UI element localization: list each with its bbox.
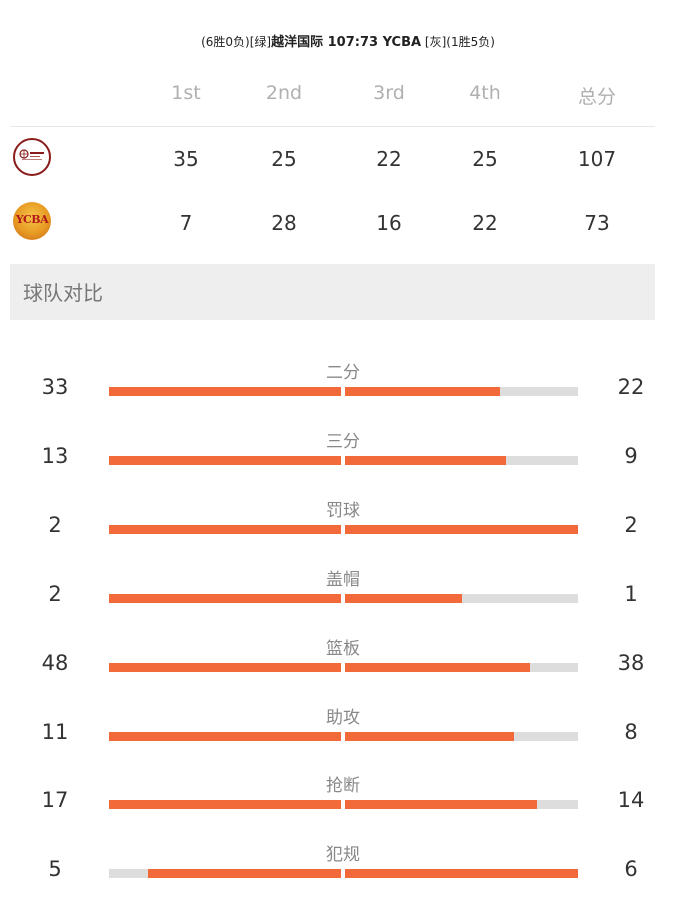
game-header: (6胜0负)[绿]越洋国际 107:73 YCBA [灰](1胜5负) (0, 31, 696, 50)
away-stat-bar (345, 594, 578, 603)
team-compare-section-header: 球队对比 (10, 264, 655, 320)
away-stat-bar-fill (345, 525, 578, 534)
home-stat-value: 17 (41, 788, 69, 812)
home-stat-value: 2 (48, 582, 62, 606)
home-stat-value: 13 (41, 444, 69, 468)
score-row-away: YCBA 7 28 16 22 73 (10, 191, 655, 255)
away-q1-score: 7 (179, 211, 193, 235)
away-stat-value: 2 (624, 513, 638, 537)
away-stat-bar-fill (345, 800, 537, 809)
home-stat-value: 33 (41, 375, 69, 399)
home-stat-value: 11 (41, 720, 69, 744)
stat-row-assists: 助攻 11 8 (0, 703, 696, 772)
home-q4-score: 25 (472, 147, 498, 171)
away-team-logo: YCBA (13, 202, 51, 240)
home-stat-bar (109, 387, 341, 396)
away-stat-value: 1 (624, 582, 638, 606)
away-stat-bar (345, 869, 578, 878)
away-stat-bar (345, 456, 578, 465)
away-stat-bar (345, 732, 578, 741)
home-stat-bar (109, 594, 341, 603)
stat-label: 罚球 (326, 501, 360, 521)
home-stat-value: 48 (41, 651, 69, 675)
home-q2-score: 25 (271, 147, 297, 171)
away-stat-value: 6 (624, 857, 638, 881)
away-stat-bar-fill (345, 387, 501, 396)
away-stat-bar (345, 525, 578, 534)
stat-row-fouls: 犯规 5 6 (0, 840, 696, 909)
header-q1: 1st (171, 82, 201, 104)
away-stat-value: 22 (617, 375, 645, 399)
away-stat-bar (345, 387, 578, 396)
home-stat-bar-fill (147, 869, 341, 878)
home-stat-bar-fill (109, 456, 341, 465)
home-stat-bar-fill (109, 387, 341, 396)
stat-label: 助攻 (326, 708, 360, 728)
stat-row-two-points: 二分 33 22 (0, 358, 696, 427)
game-score-title: 越洋国际 107:73 YCBA (271, 35, 422, 50)
header-q3: 3rd (373, 82, 405, 104)
away-q4-score: 22 (472, 211, 498, 235)
away-stat-bar (345, 663, 578, 672)
home-stat-bar (109, 663, 341, 672)
away-stat-value: 14 (617, 788, 645, 812)
stat-row-blocks: 盖帽 2 1 (0, 565, 696, 634)
score-row-home: 35 25 22 25 107 (10, 127, 655, 191)
home-color-tag: [绿] (249, 35, 272, 49)
stat-label: 抢断 (326, 776, 360, 796)
stat-row-free-throws: 罚球 2 2 (0, 496, 696, 565)
away-stat-bar-fill (345, 869, 578, 878)
away-stat-bar-fill (345, 663, 530, 672)
home-stat-bar (109, 869, 341, 878)
score-table-header: 1st 2nd 3rd 4th 总分 (10, 70, 655, 127)
stat-label: 二分 (326, 363, 360, 383)
quarter-score-table: 1st 2nd 3rd 4th 总分 35 25 22 25 107 YCBA … (10, 70, 655, 255)
stat-label: 犯规 (326, 845, 360, 865)
header-q4: 4th (469, 82, 501, 104)
home-stat-bar-fill (109, 663, 341, 672)
home-stat-value: 2 (48, 513, 62, 537)
stat-row-rebounds: 篮板 48 38 (0, 634, 696, 703)
home-q1-score: 35 (173, 147, 199, 171)
home-stat-bar-fill (109, 732, 341, 741)
home-stat-bar-fill (109, 800, 341, 809)
away-stat-bar-fill (345, 456, 507, 465)
away-q2-score: 28 (271, 211, 297, 235)
stat-label: 盖帽 (326, 570, 360, 590)
home-total-score: 107 (577, 147, 617, 171)
stat-label: 篮板 (326, 639, 360, 659)
home-record: (6胜0负) (201, 35, 250, 49)
home-stat-bar-fill (109, 525, 341, 534)
home-q3-score: 22 (376, 147, 402, 171)
away-total-score: 73 (584, 211, 610, 235)
away-stat-value: 8 (624, 720, 638, 744)
away-stat-value: 38 (617, 651, 645, 675)
stat-row-three-points: 三分 13 9 (0, 427, 696, 496)
away-stat-bar (345, 800, 578, 809)
basketball-logo-icon (19, 149, 44, 160)
away-stat-bar-fill (345, 732, 515, 741)
team-compare-title: 球队对比 (23, 281, 103, 305)
home-stat-bar (109, 732, 341, 741)
home-stat-bar-fill (109, 594, 341, 603)
home-stat-bar (109, 800, 341, 809)
away-record: (1胜5负) (446, 35, 495, 49)
away-color-tag: [灰] (424, 35, 447, 49)
away-q3-score: 16 (376, 211, 402, 235)
home-team-logo (13, 138, 51, 176)
stat-row-steals: 抢断 17 14 (0, 771, 696, 840)
stat-label: 三分 (326, 432, 360, 452)
away-logo-text: YCBA (15, 213, 49, 226)
away-stat-value: 9 (624, 444, 638, 468)
away-stat-bar-fill (345, 594, 462, 603)
home-stat-bar (109, 525, 341, 534)
home-stat-value: 5 (48, 857, 62, 881)
home-stat-bar (109, 456, 341, 465)
header-q2: 2nd (265, 82, 303, 104)
header-total: 总分 (577, 86, 616, 108)
